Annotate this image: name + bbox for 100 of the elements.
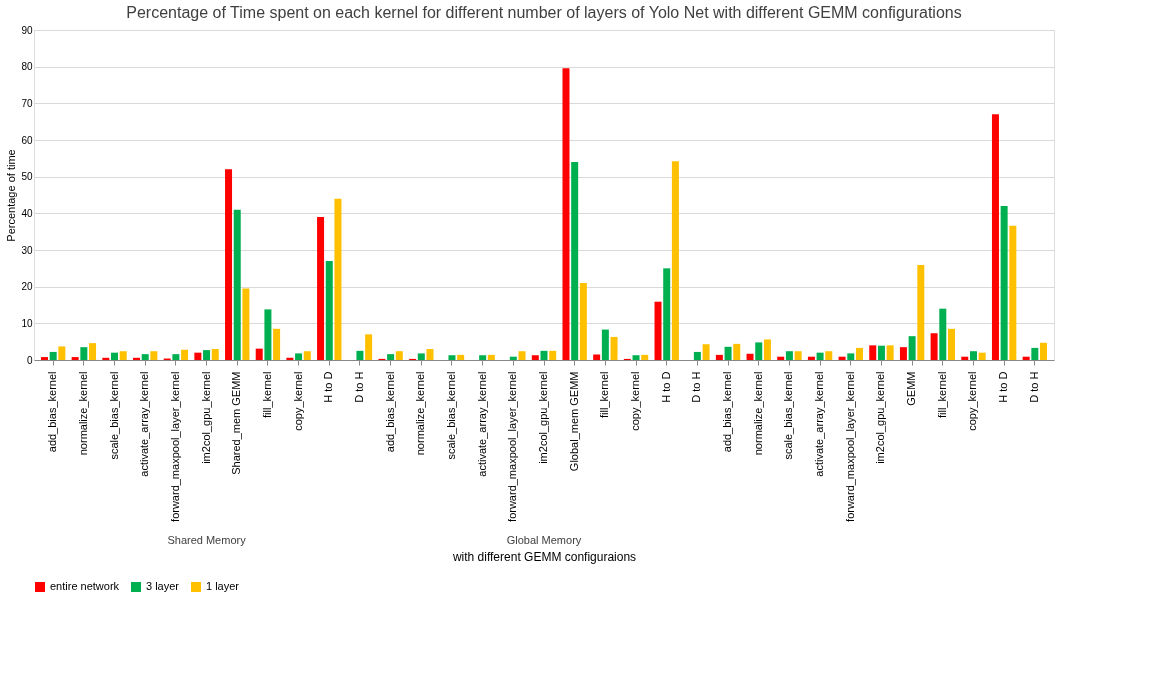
x-tick-label: forward_maxpool_layer_kernel [843,371,856,522]
y-tick-label: 50 [21,171,33,183]
bar [899,347,907,360]
bar [181,349,189,360]
bar [203,350,211,360]
x-tick-label: copy_kernel [291,371,304,431]
bar [601,329,609,360]
bar [579,283,587,360]
bar [303,351,311,360]
bar [838,356,846,360]
bar [869,345,877,360]
x-tick-label: normalize_kernel [751,371,764,456]
bar [746,353,754,360]
bar [111,352,119,360]
y-tick-label: 10 [21,317,33,329]
bar [509,356,517,360]
y-tick-label: 60 [21,134,33,146]
legend-label: entire network [50,580,120,592]
bar [593,354,601,360]
x-tick-label: activate_array_kernel [138,371,151,477]
text: Global Memory [506,534,582,546]
y-axis-title: Percentage of time [5,149,18,242]
bar [273,328,281,360]
bar [785,351,793,360]
bar [417,353,425,360]
bar [777,356,785,360]
bar [961,356,969,360]
bar [733,343,741,360]
legend-label: 3 layer [146,580,180,592]
bar [255,348,263,360]
bar [1040,342,1048,360]
x-tick-label: activate_array_kernel [475,371,488,477]
x-tick-label: scale_bias_kernel [107,371,120,460]
bar [457,354,465,360]
x-tick-label: fill_kernel [935,371,948,418]
x-tick-label: fill_kernel [598,371,611,418]
x-tick-label: scale_bias_kernel [782,371,795,460]
bar [487,354,495,360]
bar [930,333,938,360]
bar [395,351,403,360]
bar [58,346,66,360]
x-tick-label: copy_kernel [966,371,979,431]
bar [947,328,955,360]
x-tick-label: activate_array_kernel [813,371,826,477]
bar [295,353,303,360]
bar [325,261,333,360]
bar [610,336,618,360]
bar [317,217,325,360]
bar [264,309,272,360]
bar [1031,347,1039,360]
bar [80,347,88,360]
bar [1000,206,1008,360]
x-tick-label: forward_maxpool_layer_kernel [506,371,519,522]
bar [549,350,557,360]
y-tick-label: 0 [26,354,33,366]
bar [991,114,999,360]
bar [877,345,885,360]
x-tick-label: add_bias_kernel [46,371,59,453]
bar [211,349,219,360]
bar [194,352,202,360]
x-tick-label: add_bias_kernel [721,371,734,453]
bar [426,349,434,360]
bar [724,346,732,360]
bar [794,351,802,360]
bar [816,352,824,360]
bar [531,355,539,360]
bar [334,198,342,360]
x-tick-label: im2col_gpu_kernel [537,371,549,464]
bar [663,268,671,360]
y-tick-label: 20 [21,281,33,293]
x-tick-label: D to H [1027,371,1040,403]
bar [571,162,579,360]
bar [939,308,947,360]
x-tick-label: Shared_mem GEMM [230,371,243,475]
bar [654,301,662,360]
bar [886,345,894,360]
bar [233,209,241,360]
bar [286,357,294,360]
bar [715,354,723,360]
bar [172,354,180,360]
x-tick-label: forward_maxpool_layer_kernel [168,371,181,522]
bar [847,353,855,360]
bar [1022,356,1030,360]
x-tick-label: im2col_gpu_kernel [199,371,212,464]
bar [356,350,364,360]
bar [969,351,977,360]
bar [763,339,771,360]
x-tick-label: H to D [322,371,335,403]
x-tick-label: copy_kernel [629,371,642,431]
bar [387,354,395,360]
bar [71,357,79,360]
x-tick-label: im2col_gpu_kernel [874,371,887,464]
bar [448,355,456,360]
x-tick-label: normalize_kernel [414,371,427,456]
bar [671,161,679,360]
bar [632,355,640,360]
x-tick-label: add_bias_kernel [383,371,396,453]
bar [518,351,526,360]
bar [702,344,710,360]
bar [479,355,487,360]
